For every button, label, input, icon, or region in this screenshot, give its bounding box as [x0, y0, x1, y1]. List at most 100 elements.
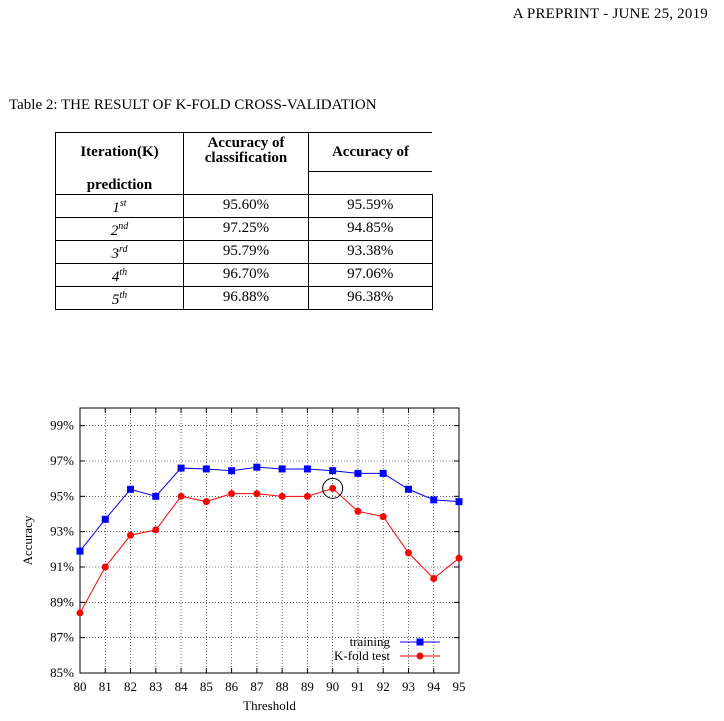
classification-accuracy-cell: 96.70%	[183, 262, 309, 287]
iteration-suffix: th	[119, 266, 128, 278]
classification-accuracy-cell: 95.60%	[183, 193, 309, 218]
series-point	[253, 463, 261, 471]
x-tick-label: 82	[124, 679, 137, 694]
iteration-suffix: rd	[118, 243, 128, 255]
header-preprint: PREPRINT	[526, 6, 600, 22]
highlight-circle	[322, 477, 344, 499]
iteration-number: 1	[112, 199, 120, 216]
header-accuracy-of: Accuracy of	[308, 132, 432, 172]
y-axis-label: Accuracy	[20, 515, 35, 565]
series-point	[430, 496, 438, 504]
running-header: A PREPRINT - JUNE 25, 2019	[513, 6, 708, 23]
table-row: 1st 95.60% 95.59%	[55, 193, 433, 218]
series-point	[379, 513, 387, 521]
iteration-suffix: th	[119, 289, 128, 301]
legend-label: training	[350, 634, 391, 649]
header-classification: Accuracy of classification	[183, 132, 309, 195]
table-caption: Table 2: THE RESULT OF K-FOLD CROSS-VALI…	[9, 97, 377, 113]
x-tick-label: 95	[453, 679, 466, 694]
series-point	[379, 469, 387, 477]
prediction-accuracy-cell: 97.06%	[308, 262, 433, 287]
y-tick-label: 95%	[50, 488, 74, 503]
header-date-prefix: - J	[599, 6, 619, 22]
series-point	[253, 490, 261, 498]
x-tick-label: 89	[301, 679, 314, 694]
series-point	[76, 609, 84, 617]
x-tick-label: 93	[402, 679, 415, 694]
series-point	[278, 492, 286, 500]
iteration-number: 2	[110, 222, 119, 239]
legend-marker	[416, 638, 424, 646]
classification-accuracy-cell: 96.88%	[183, 285, 309, 310]
series-point	[76, 547, 84, 555]
series-point	[101, 515, 109, 523]
y-tick-label: 89%	[50, 594, 74, 609]
x-tick-label: 81	[99, 679, 112, 694]
header-date: 25, 2019	[649, 6, 708, 22]
table-row: 3rd 95.79% 93.38%	[55, 239, 433, 264]
prediction-accuracy-cell: 93.38%	[308, 239, 433, 264]
x-tick-label: 92	[377, 679, 390, 694]
x-tick-label: 94	[427, 679, 441, 694]
x-tick-label: 90	[326, 679, 339, 694]
x-tick-label: 80	[74, 679, 87, 694]
series-point	[404, 549, 412, 557]
prediction-accuracy-cell: 94.85%	[308, 216, 433, 241]
table-row: 5th 96.88% 96.38%	[55, 285, 433, 310]
series-point	[127, 485, 135, 493]
legend-marker	[416, 652, 424, 660]
x-tick-label: 85	[200, 679, 213, 694]
header-month: UNE	[618, 6, 650, 22]
y-tick-label: 91%	[50, 559, 74, 574]
table-header-row: Iteration(K) Accuracy of classification …	[55, 132, 432, 195]
series-point	[404, 485, 412, 493]
iteration-cell: 1st	[55, 193, 184, 218]
x-tick-label: 91	[351, 679, 364, 694]
series-point	[177, 492, 185, 500]
header-iteration: Iteration(K)	[55, 132, 184, 172]
series-point	[303, 465, 311, 473]
series-point	[202, 498, 210, 506]
x-tick-label: 84	[175, 679, 189, 694]
kfold-table: Iteration(K) Accuracy of classification …	[55, 132, 433, 310]
iteration-number: 5	[111, 291, 120, 308]
series-point	[455, 498, 463, 506]
table-row: 2nd 97.25% 94.85%	[55, 216, 433, 241]
series-point	[127, 531, 135, 539]
series-point	[228, 467, 236, 475]
header-empty-cell	[308, 171, 432, 194]
series-point	[228, 490, 236, 498]
classification-accuracy-cell: 95.79%	[183, 239, 309, 264]
series-point	[455, 554, 463, 562]
y-tick-label: 85%	[50, 665, 74, 680]
table-header-row-2: prediction	[55, 171, 432, 195]
series-point	[278, 465, 286, 473]
series-point	[354, 469, 362, 477]
y-tick-label: 97%	[50, 453, 74, 468]
series-point	[303, 492, 311, 500]
x-tick-label: 83	[149, 679, 162, 694]
iteration-cell: 3rd	[55, 239, 184, 264]
accuracy-chart: 80 81 82 83 84 85 86 87 88 89 90 91 92 93 94 95 85% 87% 89…	[20, 407, 466, 713]
x-axis-label: Threshold	[243, 698, 296, 713]
series-point	[354, 507, 362, 515]
series-line	[79, 487, 460, 614]
iteration-suffix: st	[119, 197, 127, 209]
table-row: 4th 96.70% 97.06%	[55, 262, 433, 287]
iteration-number: 3	[111, 245, 119, 262]
x-tick-label: 88	[276, 679, 289, 694]
series-point	[152, 492, 160, 500]
prediction-accuracy-cell: 96.38%	[308, 285, 433, 310]
series-point	[177, 464, 185, 472]
iteration-number: 4	[111, 268, 120, 285]
iteration-cell: 4th	[55, 262, 184, 287]
iteration-cell: 2nd	[55, 216, 184, 241]
legend-label: K-fold test	[334, 648, 390, 663]
series-line	[79, 466, 460, 552]
x-tick-label: 86	[225, 679, 239, 694]
classification-accuracy-cell: 97.25%	[183, 216, 309, 241]
prediction-accuracy-cell: 95.59%	[308, 193, 433, 218]
series-point	[101, 563, 109, 571]
plot-frame	[79, 407, 460, 674]
series-point	[430, 574, 438, 582]
